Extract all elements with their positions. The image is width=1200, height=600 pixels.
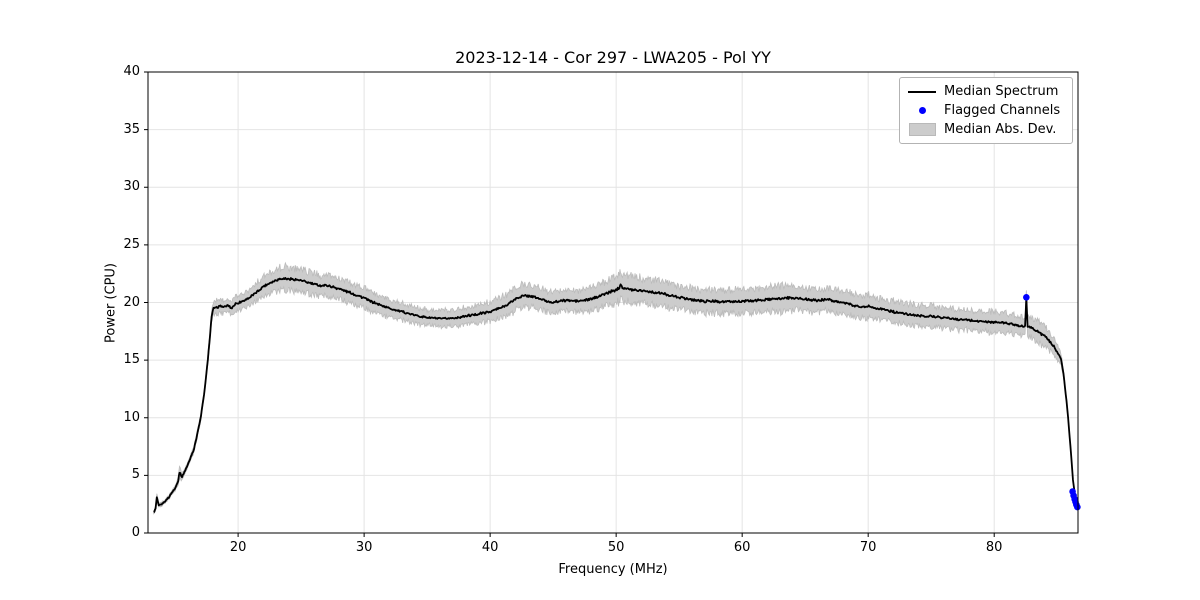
mad-patch-swatch-icon — [907, 123, 937, 136]
y-tick-label-30: 30 — [123, 179, 140, 195]
legend-label: Median Spectrum — [944, 84, 1059, 99]
legend-label: Flagged Channels — [944, 103, 1061, 118]
x-tick-label-80: 80 — [985, 540, 1003, 555]
y-tick-label-10: 10 — [123, 409, 140, 425]
legend-label: Median Abs. Dev. — [944, 122, 1057, 137]
mad-band — [153, 261, 1078, 515]
legend-item-median-spectrum: Median Spectrum — [907, 82, 1065, 101]
legend: Median Spectrum Flagged Channels Median … — [899, 77, 1073, 144]
y-tick-label-40: 40 — [123, 64, 140, 79]
median-line-swatch-icon — [907, 90, 937, 93]
x-tick-label-40: 40 — [481, 540, 499, 555]
flagged-dot-swatch-icon — [907, 107, 937, 114]
x-tick-label-70: 70 — [859, 540, 877, 555]
y-tick-label-5: 5 — [131, 467, 140, 483]
legend-item-flagged-channels: Flagged Channels — [907, 101, 1065, 120]
x-tick-label-50: 50 — [607, 540, 625, 555]
median-spectrum-line — [153, 276, 1079, 513]
y-tick-label-20: 20 — [123, 294, 140, 310]
axis-ticks — [144, 71, 995, 537]
x-tick-label-20: 20 — [229, 540, 247, 555]
y-tick-label-0: 0 — [131, 525, 140, 540]
y-tick-label-15: 15 — [123, 352, 140, 368]
x-axis-label: Frequency (MHz) — [558, 562, 668, 577]
plot-title: 2023-12-14 - Cor 297 - LWA205 - Pol YY — [455, 48, 771, 67]
y-tick-label-25: 25 — [123, 236, 140, 252]
y-tick-label-35: 35 — [123, 121, 140, 137]
legend-item-mad-band: Median Abs. Dev. — [907, 120, 1065, 139]
x-tick-label-30: 30 — [355, 540, 373, 555]
x-tick-label-60: 60 — [733, 540, 751, 555]
flagged-channels-points — [1023, 294, 1081, 511]
